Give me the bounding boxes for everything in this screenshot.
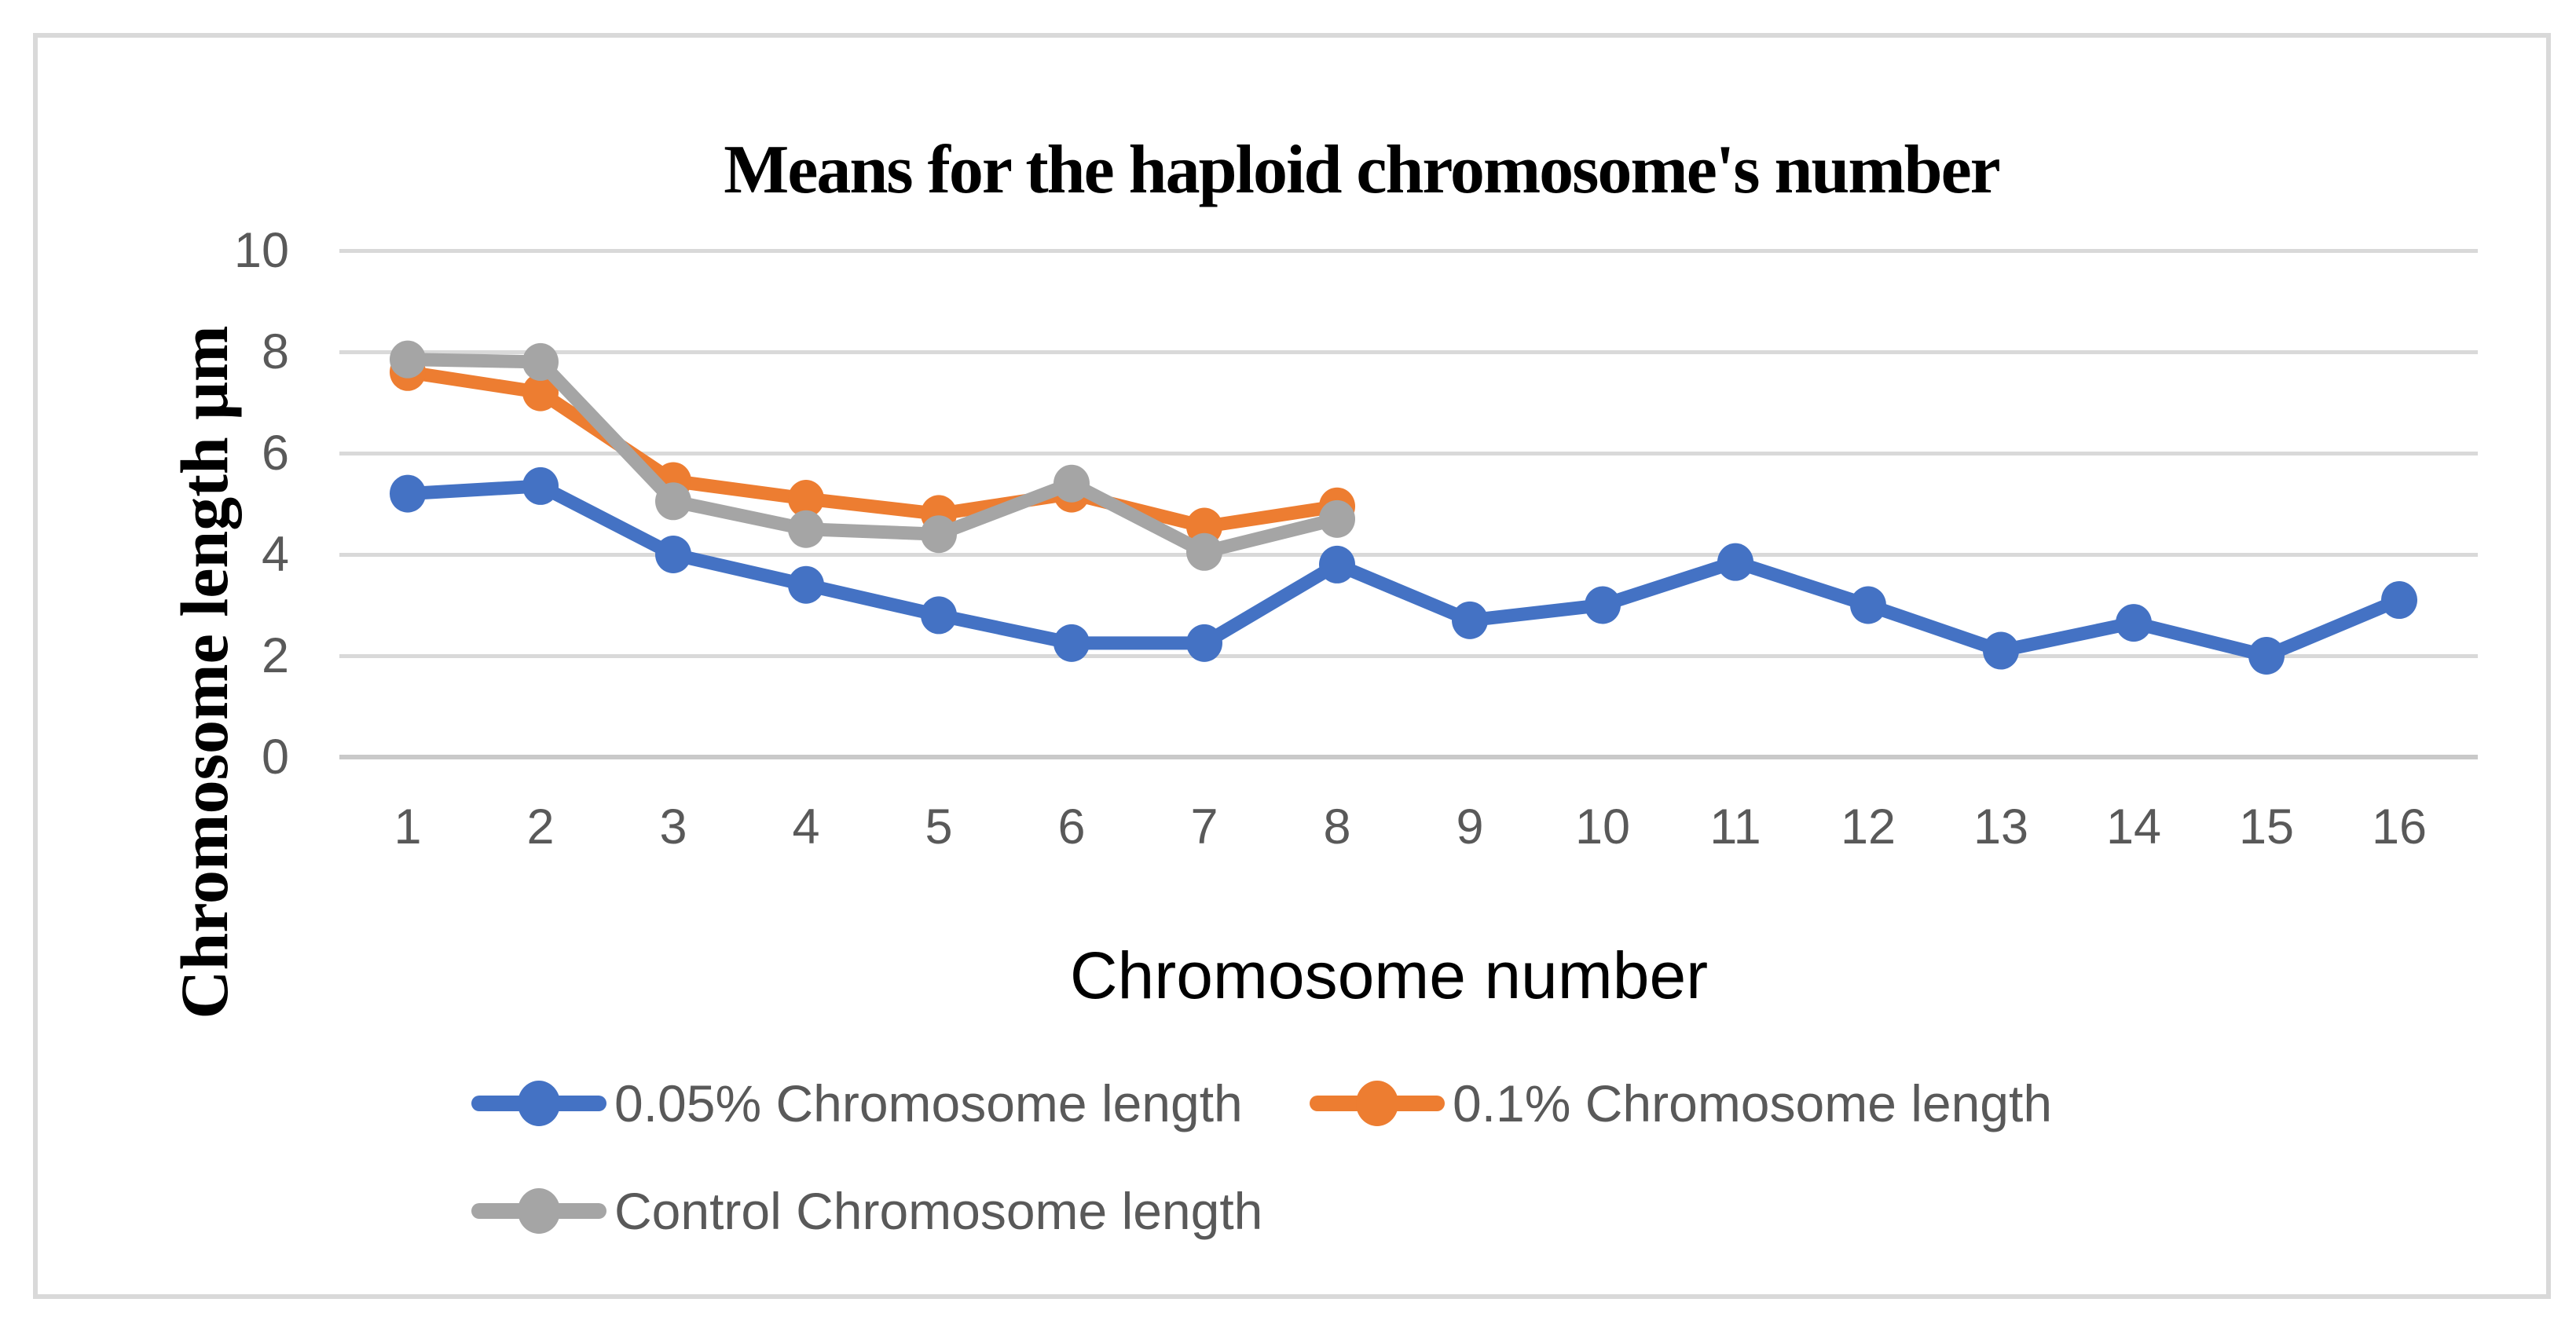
legend-item: 0.1% Chromosome length	[1310, 1064, 2052, 1143]
series-line	[401, 365, 1344, 534]
y-tick-label: 2	[261, 628, 289, 683]
legend-label: 0.1% Chromosome length	[1453, 1074, 2053, 1132]
data-point	[1585, 586, 1621, 624]
data-point	[1053, 624, 1090, 662]
x-tick-label: 4	[792, 799, 820, 854]
legend-label: Control Chromosome length	[614, 1182, 1263, 1240]
x-tick-label: 5	[925, 799, 953, 854]
data-point	[1319, 499, 1355, 538]
data-point	[655, 536, 691, 573]
x-tick-label: 14	[2105, 799, 2162, 854]
legend-dot	[518, 1081, 560, 1126]
data-point	[1452, 601, 1488, 639]
x-tick-label: 12	[1840, 799, 1896, 854]
legend-item: 0.05% Chromosome length	[471, 1064, 1243, 1143]
data-point	[788, 565, 824, 604]
x-tick-label: 2	[526, 799, 555, 854]
gridline	[339, 755, 2478, 759]
data-point	[1319, 545, 1355, 584]
data-point	[921, 515, 957, 554]
legend-item: Control Chromosome length	[471, 1172, 1262, 1250]
chart-title: Means for the haploid chromosome's numbe…	[724, 132, 2000, 208]
y-tick-label: 4	[261, 527, 289, 582]
data-point	[390, 340, 426, 379]
data-point	[2248, 637, 2285, 675]
y-tick-label: 6	[261, 426, 289, 481]
y-tick-label: 10	[233, 223, 289, 278]
x-tick-label: 6	[1057, 799, 1086, 854]
x-tick-label: 3	[659, 799, 687, 854]
data-point	[522, 342, 559, 381]
y-tick-label: 8	[261, 324, 289, 379]
x-tick-label: 1	[394, 799, 422, 854]
chart-frame: Means for the haploid chromosome's numbe…	[33, 33, 2551, 1299]
x-tick-label: 13	[1973, 799, 2029, 854]
data-point	[522, 466, 559, 505]
data-point	[1053, 464, 1090, 503]
x-tick-label: 9	[1456, 799, 1484, 854]
series-line	[401, 479, 2406, 663]
y-tick-label: 0	[261, 730, 289, 785]
x-tick-label: 15	[2238, 799, 2295, 854]
x-tick-label: 16	[2371, 799, 2428, 854]
x-tick-label: 8	[1323, 799, 1351, 854]
legend-line-marker-icon	[1310, 1064, 1445, 1143]
data-point	[788, 480, 824, 518]
x-tick-label: 11	[1709, 799, 1761, 854]
data-point	[1717, 543, 1753, 581]
data-point	[655, 482, 691, 521]
gridline	[339, 552, 2478, 557]
gridline	[339, 349, 2478, 354]
data-point	[2116, 604, 2152, 642]
data-point	[788, 510, 824, 548]
data-point	[522, 373, 559, 412]
gridline	[339, 451, 2478, 455]
data-point	[390, 474, 426, 513]
legend-line-marker-icon	[471, 1172, 606, 1250]
x-tick-label: 10	[1574, 799, 1631, 854]
legend-line-marker-icon	[471, 1064, 606, 1143]
gridline	[339, 653, 2478, 658]
data-point	[2381, 581, 2417, 620]
series-line	[401, 353, 1344, 559]
data-point	[1186, 532, 1222, 571]
data-point	[1850, 586, 1886, 624]
data-point	[1983, 631, 2019, 670]
x-tick-label: 7	[1190, 799, 1218, 854]
gridline	[339, 248, 2478, 253]
data-point	[1186, 624, 1222, 662]
legend-label: 0.05% Chromosome length	[614, 1074, 1243, 1132]
legend-dot	[1356, 1081, 1398, 1126]
data-point	[921, 596, 957, 635]
legend-dot	[518, 1188, 560, 1234]
x-axis-title: Chromosome number	[1069, 938, 1709, 1012]
